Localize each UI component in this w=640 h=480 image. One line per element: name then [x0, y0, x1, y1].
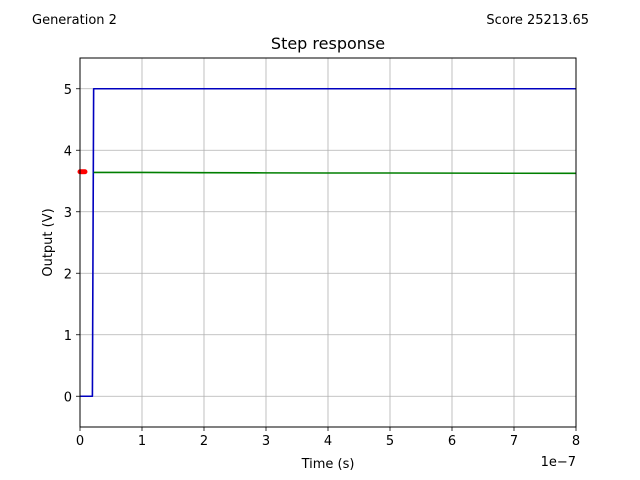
y-tick-label: 2: [64, 267, 72, 282]
y-tick-label: 5: [64, 83, 72, 98]
x-tick-label: 1: [138, 434, 146, 449]
x-tick-label: 8: [572, 434, 580, 449]
grid-layer: [79, 58, 577, 427]
x-tick-label: 4: [324, 434, 332, 449]
x-tick-label: 2: [200, 434, 208, 449]
x-offset-label: 1e−7: [541, 455, 576, 470]
score-label: Score 25213.65: [486, 13, 589, 28]
chart-title: Step response: [271, 34, 385, 53]
x-tick-label: 7: [510, 434, 518, 449]
series-0-line: [80, 87, 576, 398]
y-tick-label: 3: [64, 206, 72, 221]
x-tick-label: 6: [448, 434, 456, 449]
series-1-line: [93, 171, 577, 175]
series-2-point: [82, 169, 88, 175]
y-tick-label: 1: [64, 329, 72, 344]
x-tick-label: 5: [386, 434, 394, 449]
generation-label: Generation 2: [32, 13, 117, 28]
series-layer: [77, 87, 577, 398]
y-axis-label: Output (V): [41, 208, 56, 276]
x-tick-label: 3: [262, 434, 270, 449]
y-tick-label: 4: [64, 144, 72, 159]
tick-layer: 0 1 2 3 4 5 6 7 8 0 1 2 3 4 5: [64, 83, 580, 449]
x-axis-label: Time (s): [301, 457, 355, 472]
y-tick-label: 0: [64, 390, 72, 405]
x-tick-label: 0: [76, 434, 84, 449]
